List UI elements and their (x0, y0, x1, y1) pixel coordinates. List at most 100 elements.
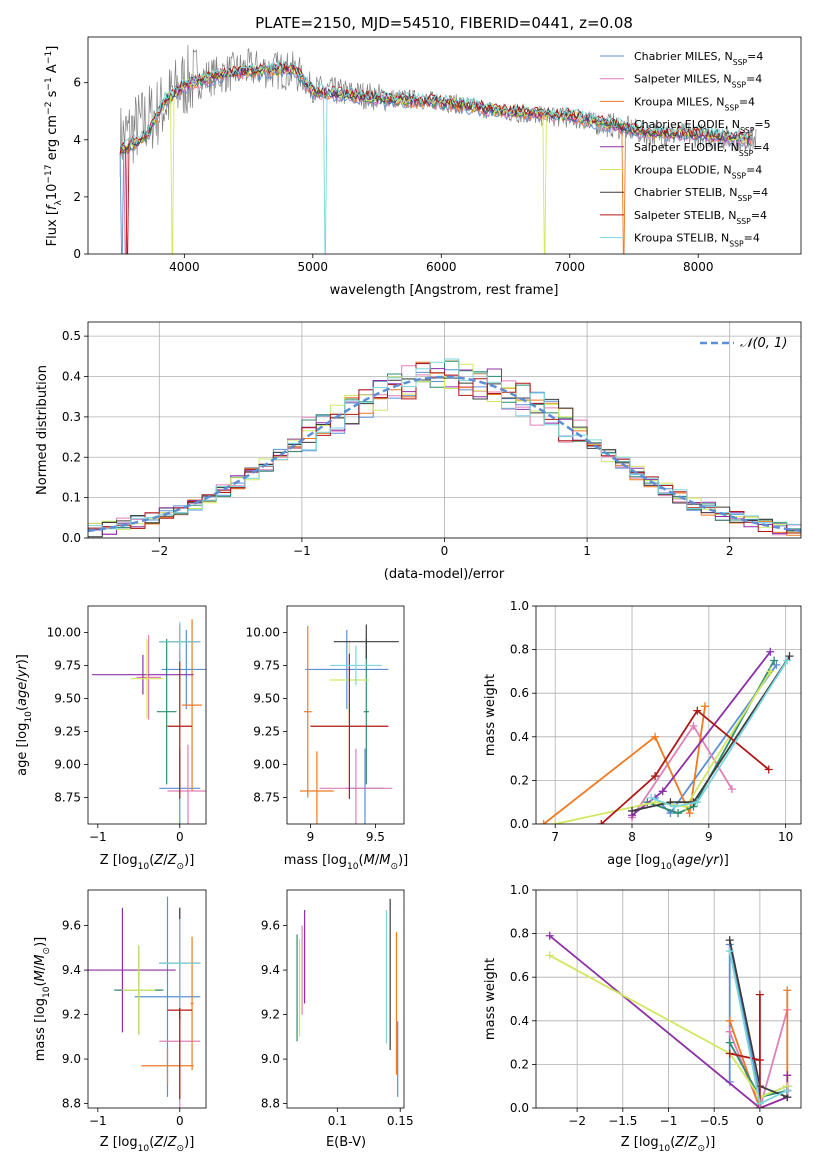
x-tick-label: 5000 (298, 260, 329, 274)
y-tick-label: 8.8 (261, 1097, 280, 1111)
mass-weight-marker (755, 1099, 764, 1108)
x-tick-label: 8000 (683, 260, 714, 274)
y-tick-label: 0.2 (510, 773, 529, 787)
y-axis-label: mass [log10(M/M⊙)] (33, 937, 52, 1061)
mass-weight-marker (628, 806, 637, 815)
y-tick-label: 0.2 (510, 1057, 529, 1071)
legend-entry: Chabrier STELIB, NSSP=4 (634, 186, 768, 203)
y-tick-label: 9.6 (62, 919, 81, 933)
errorbar-point (305, 629, 389, 710)
y-tick-label: 0.8 (510, 927, 529, 941)
x-tick-label: 9 (307, 830, 315, 844)
y-tick-label: 9.6 (261, 919, 280, 933)
mass-weight-line (543, 706, 706, 824)
spectrum-frame (87, 36, 802, 255)
model-spectrum (119, 61, 752, 254)
errorbar-point (190, 936, 194, 1071)
mass-weight-line (654, 664, 778, 815)
x-tick-label: 2 (726, 544, 734, 558)
mass-weight-marker (725, 936, 734, 945)
x-tick-label: −1 (89, 830, 107, 844)
mass-ebv-plot-area (296, 898, 399, 1097)
weight-Z-plot-area (536, 890, 801, 1108)
y-tick-label: 8.75 (253, 791, 280, 805)
mass-weight-marker (651, 732, 660, 741)
mass-weight-marker (783, 986, 792, 995)
errorbar-point (92, 654, 194, 695)
spectrum-plot-area (119, 44, 757, 254)
weight-Z-frame (535, 889, 802, 1109)
y-axis-label: Flux [fλ10−17 erg cm−2 s−1 A−1] (44, 46, 64, 247)
y-tick-label: 8.75 (54, 791, 81, 805)
residuals-frame (87, 321, 802, 539)
legend-entry: Kroupa ELODIE, NSSP=4 (634, 164, 762, 181)
model-spectrum (119, 59, 752, 254)
x-tick-label: 0.1 (328, 1114, 347, 1128)
errorbar-point (363, 639, 369, 785)
y-tick-label: 0.4 (510, 1014, 529, 1028)
gaussian-curve (88, 375, 801, 533)
y-tick-label: 0.0 (510, 817, 529, 831)
y-tick-label: 9.75 (253, 658, 280, 672)
errorbar-point (161, 629, 206, 710)
mass-weight-line (729, 994, 761, 1108)
residual-histogram (88, 362, 801, 534)
mass-weight-marker (770, 656, 779, 665)
mass-weight-marker (685, 809, 694, 818)
mass-weight-line (600, 709, 770, 824)
y-axis-label: mass weight (483, 958, 498, 1040)
x-axis-label: E(B-V) (326, 1135, 366, 1150)
x-tick-label: −2 (568, 1114, 586, 1128)
y-tick-label: 0.6 (510, 970, 529, 984)
mass-weight-marker (545, 931, 554, 940)
errorbar-point (310, 653, 389, 799)
x-tick-label: 6000 (426, 260, 457, 274)
y-tick-label: 9.00 (253, 758, 280, 772)
y-tick-label: 0.5 (62, 329, 81, 343)
y-tick-label: 10.00 (47, 625, 81, 639)
mass-weight-marker (647, 793, 656, 802)
spectrum-axes: 4000 5000 6000 7000 8000 0 2 4 6 (73, 36, 802, 274)
residuals-plot-area (88, 322, 801, 538)
age-mass-plot-area (300, 624, 399, 824)
mass-Z-axes: −1 0 8.8 9.0 9.2 9.4 9.6 (62, 889, 207, 1128)
x-axis-label: age [log10(age/yr)] (607, 853, 729, 872)
y-tick-label: 8.8 (62, 1097, 81, 1111)
x-tick-label: −0.5 (700, 1114, 729, 1128)
mass-weight-marker (670, 802, 679, 811)
x-tick-label: −2 (150, 544, 168, 558)
mass-weight-marker (700, 702, 709, 711)
x-tick-label: −1 (293, 544, 311, 558)
x-tick-label: 0 (176, 1114, 184, 1128)
mass-weight-marker (783, 1071, 792, 1080)
weight-age-frame (535, 605, 802, 825)
y-tick-label: 0.0 (510, 1101, 529, 1115)
y-tick-label: 0.2 (62, 450, 81, 464)
y-tick-label: 9.2 (62, 1008, 81, 1022)
mass-weight-marker (725, 1038, 734, 1047)
mass-ebv-axes: 0.1 0.15 8.8 9.0 9.2 9.4 9.6 (261, 889, 414, 1128)
age-Z-plot-area (92, 619, 206, 824)
x-axis-label: Z [log10(Z/Z⊙)] (100, 1135, 195, 1154)
x-axis-label: Z [log10(Z/Z⊙)] (100, 853, 195, 872)
x-tick-label: 7000 (554, 260, 585, 274)
mass-weight-line (650, 660, 788, 808)
x-tick-label: 7 (551, 830, 559, 844)
x-tick-label: −1 (660, 1114, 678, 1128)
y-axis-label: Normed distribution (35, 365, 50, 495)
residuals-axes: −2 −1 0 1 2 0.0 0.1 0.2 0.3 0.4 0.5 (62, 321, 802, 558)
mass-weight-line (728, 939, 789, 1099)
y-tick-label: 9.2 (261, 1008, 280, 1022)
errorbar-point (122, 945, 156, 1035)
y-tick-label: 0.4 (62, 370, 81, 384)
errorbar-point (88, 907, 176, 1033)
x-tick-label: 0.15 (387, 1114, 414, 1128)
legend-entry: Salpeter STELIB, NSSP=4 (634, 209, 767, 226)
errorbar-point (159, 621, 201, 662)
mass-weight-marker (597, 820, 606, 824)
y-tick-label: 9.4 (62, 963, 81, 977)
mass-weight-marker (725, 947, 734, 956)
x-tick-label: −1 (89, 1114, 107, 1128)
errorbar-point (136, 635, 161, 720)
y-tick-label: 6 (73, 76, 81, 90)
